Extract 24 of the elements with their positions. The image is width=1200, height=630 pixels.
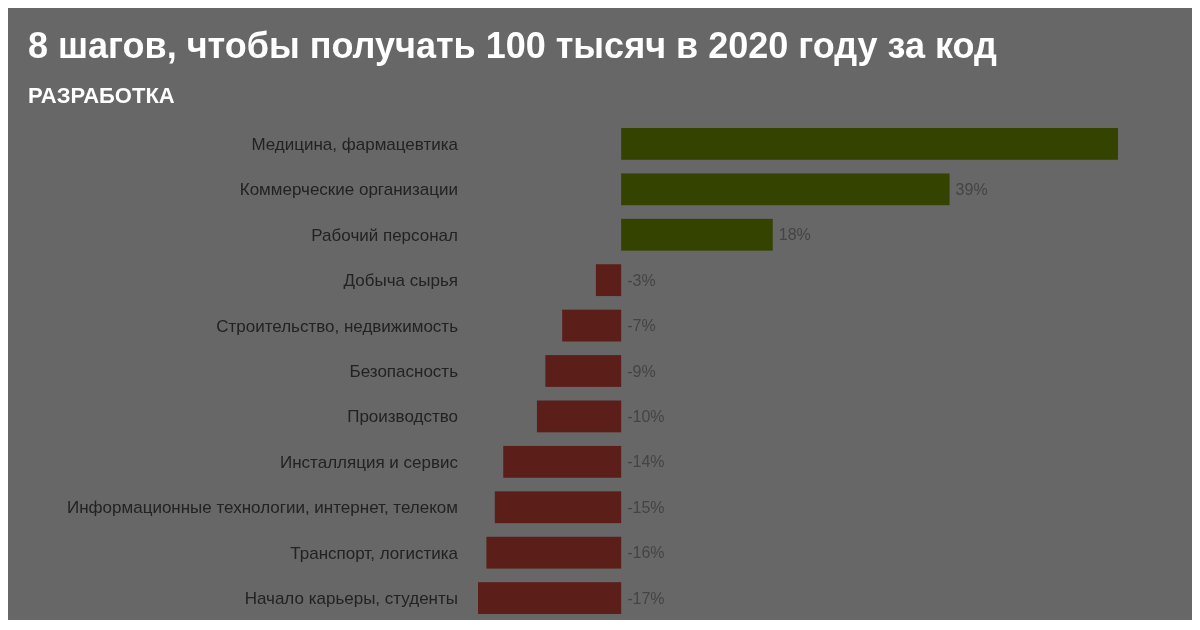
y-tick-label: Медицина, фармацевтика bbox=[251, 134, 459, 154]
chart-title: 8 шагов, чтобы получать 100 тысяч в 2020 году за код bbox=[28, 25, 998, 66]
y-tick-label: Производство bbox=[347, 407, 458, 427]
bar bbox=[503, 445, 622, 478]
bar bbox=[486, 536, 622, 569]
y-tick-label: Коммерческие организации bbox=[239, 180, 458, 200]
bar bbox=[562, 309, 622, 342]
bar bbox=[595, 264, 622, 297]
y-tick-label: Информационные технологии, интернет, телеком bbox=[67, 498, 458, 518]
bar bbox=[494, 491, 622, 524]
y-tick-label: Начало карьеры, студенты bbox=[244, 589, 458, 609]
y-tick-label: Инсталляция и сервис bbox=[279, 452, 459, 472]
bar bbox=[536, 400, 622, 433]
bar bbox=[545, 355, 622, 387]
bar bbox=[621, 218, 773, 251]
y-tick-label: Безопасность bbox=[349, 361, 459, 381]
y-tick-label: Рабочий персонал bbox=[311, 225, 458, 245]
y-tick-label: Транспорт, логистика bbox=[290, 543, 459, 563]
y-tick-label: Строительство, недвижимость bbox=[216, 316, 459, 336]
bar bbox=[478, 582, 622, 614]
text: РАЗРАБОТКА bbox=[28, 83, 175, 108]
bar bbox=[621, 128, 1118, 160]
bar bbox=[621, 173, 950, 206]
y-tick-label: Добыча сырья bbox=[343, 271, 458, 291]
